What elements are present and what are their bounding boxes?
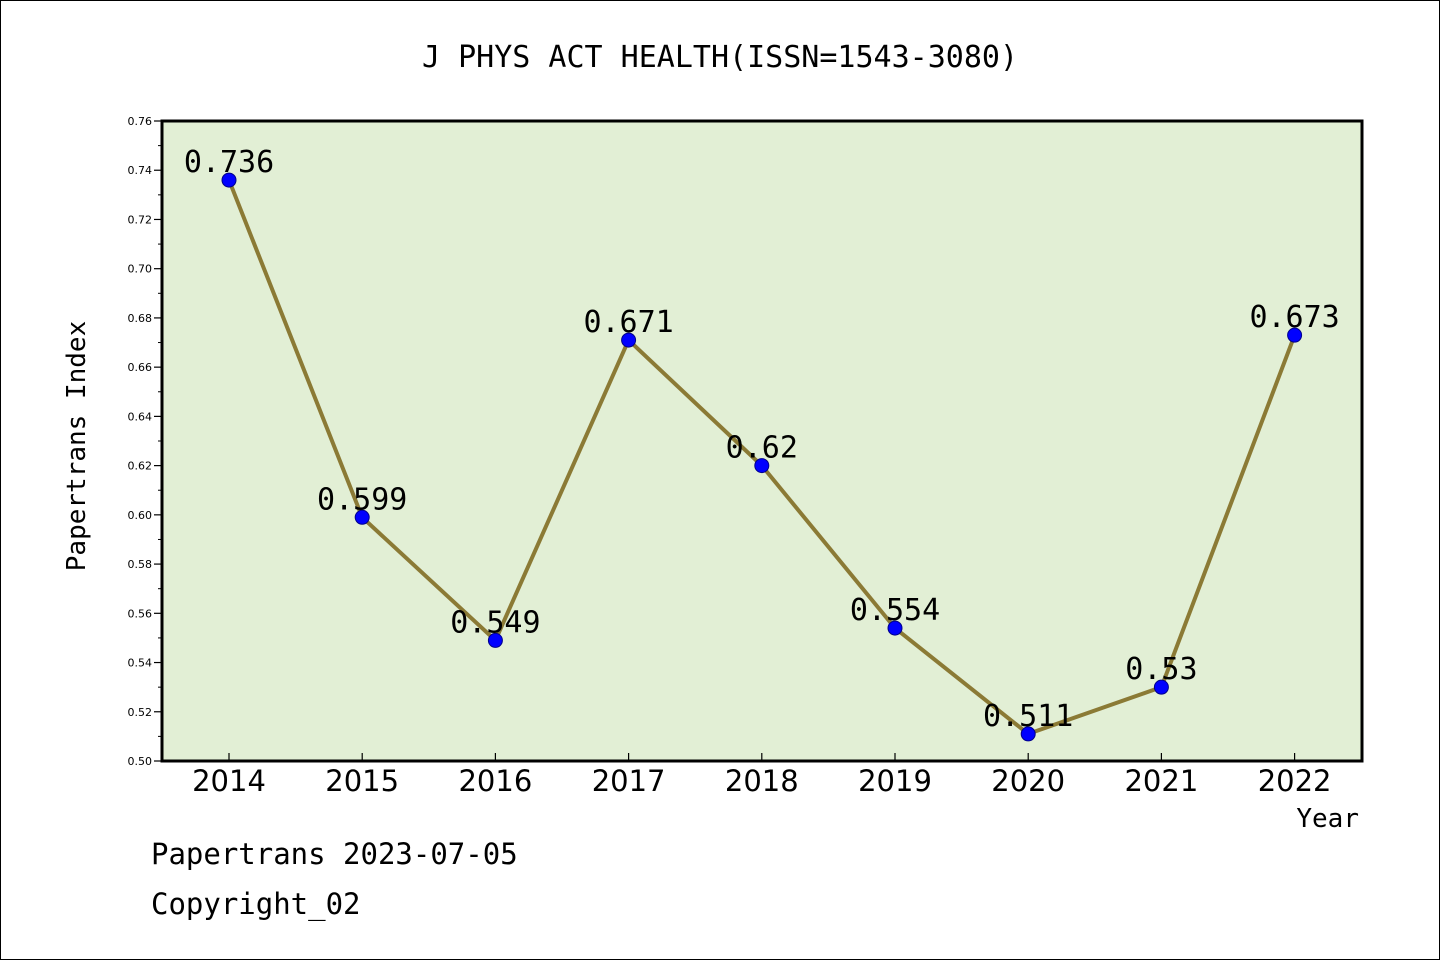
y-axis: 0.50 0.52 0.54 0.56 0.58 0.60 0.62 0.64 0.66 0.68… [128, 115, 162, 768]
x-tick-label: 2017 [592, 764, 666, 798]
y-tick-label: 0.64 [128, 410, 153, 423]
data-point [887, 620, 903, 636]
data-point [1153, 679, 1169, 695]
chart-title: J PHYS ACT HEALTH(ISSN=1543-3080) [422, 40, 1018, 75]
data-point [1287, 327, 1303, 343]
y-tick-label: 0.62 [128, 460, 153, 473]
data-points [221, 172, 1303, 742]
y-tick-label: 0.74 [128, 164, 153, 177]
y-tick-label: 0.54 [128, 657, 153, 670]
data-label: 0.554 [850, 593, 940, 628]
data-point [354, 509, 370, 525]
x-tick-label: 2016 [458, 764, 532, 798]
x-axis-title: Year [1296, 804, 1359, 834]
y-tick-label: 0.58 [128, 558, 153, 571]
data-point [487, 632, 503, 648]
y-tick-label: 0.52 [128, 706, 153, 719]
x-tick-label: 2014 [192, 764, 266, 798]
y-tick-label: 0.68 [128, 312, 153, 325]
data-label: 0.673 [1249, 300, 1339, 335]
x-tick-label: 2019 [858, 764, 932, 798]
x-tick-label: 2022 [1258, 764, 1332, 798]
x-tick-label: 2015 [325, 764, 399, 798]
y-tick-label: 0.50 [128, 755, 153, 768]
y-tick-label: 0.72 [128, 213, 153, 226]
x-axis: 2014 2015 2016 2017 2018 2019 2020 2021 2022 [192, 753, 1332, 798]
data-label: 0.53 [1125, 652, 1197, 687]
y-tick-label: 0.76 [128, 115, 153, 128]
x-tick-label: 2018 [725, 764, 799, 798]
y-tick-label: 0.60 [128, 509, 153, 522]
data-point [621, 332, 637, 348]
plot-area [160, 119, 1364, 763]
footer-copyright: Copyright_02 [151, 887, 361, 922]
data-label: 0.511 [983, 699, 1073, 734]
footer-date: Papertrans 2023-07-05 [151, 837, 518, 871]
data-point [1020, 726, 1036, 742]
y-tick-label: 0.66 [128, 361, 153, 374]
data-point [221, 172, 237, 188]
data-label: 0.671 [583, 305, 673, 340]
data-point [754, 458, 770, 474]
data-label: 0.736 [184, 145, 274, 180]
data-label: 0.549 [450, 605, 540, 640]
x-tick-label: 2020 [991, 764, 1065, 798]
y-tick-label: 0.70 [128, 263, 153, 276]
x-tick-label: 2021 [1124, 764, 1198, 798]
y-axis-title: Papertrans Index [62, 321, 92, 571]
y-tick-label: 0.56 [128, 607, 153, 620]
data-labels: 0.736 0.599 0.549 0.671 0.62 0.554 0.511 0.53 0.… [184, 145, 1340, 734]
data-label: 0.599 [317, 482, 407, 517]
data-label: 0.62 [726, 431, 798, 466]
